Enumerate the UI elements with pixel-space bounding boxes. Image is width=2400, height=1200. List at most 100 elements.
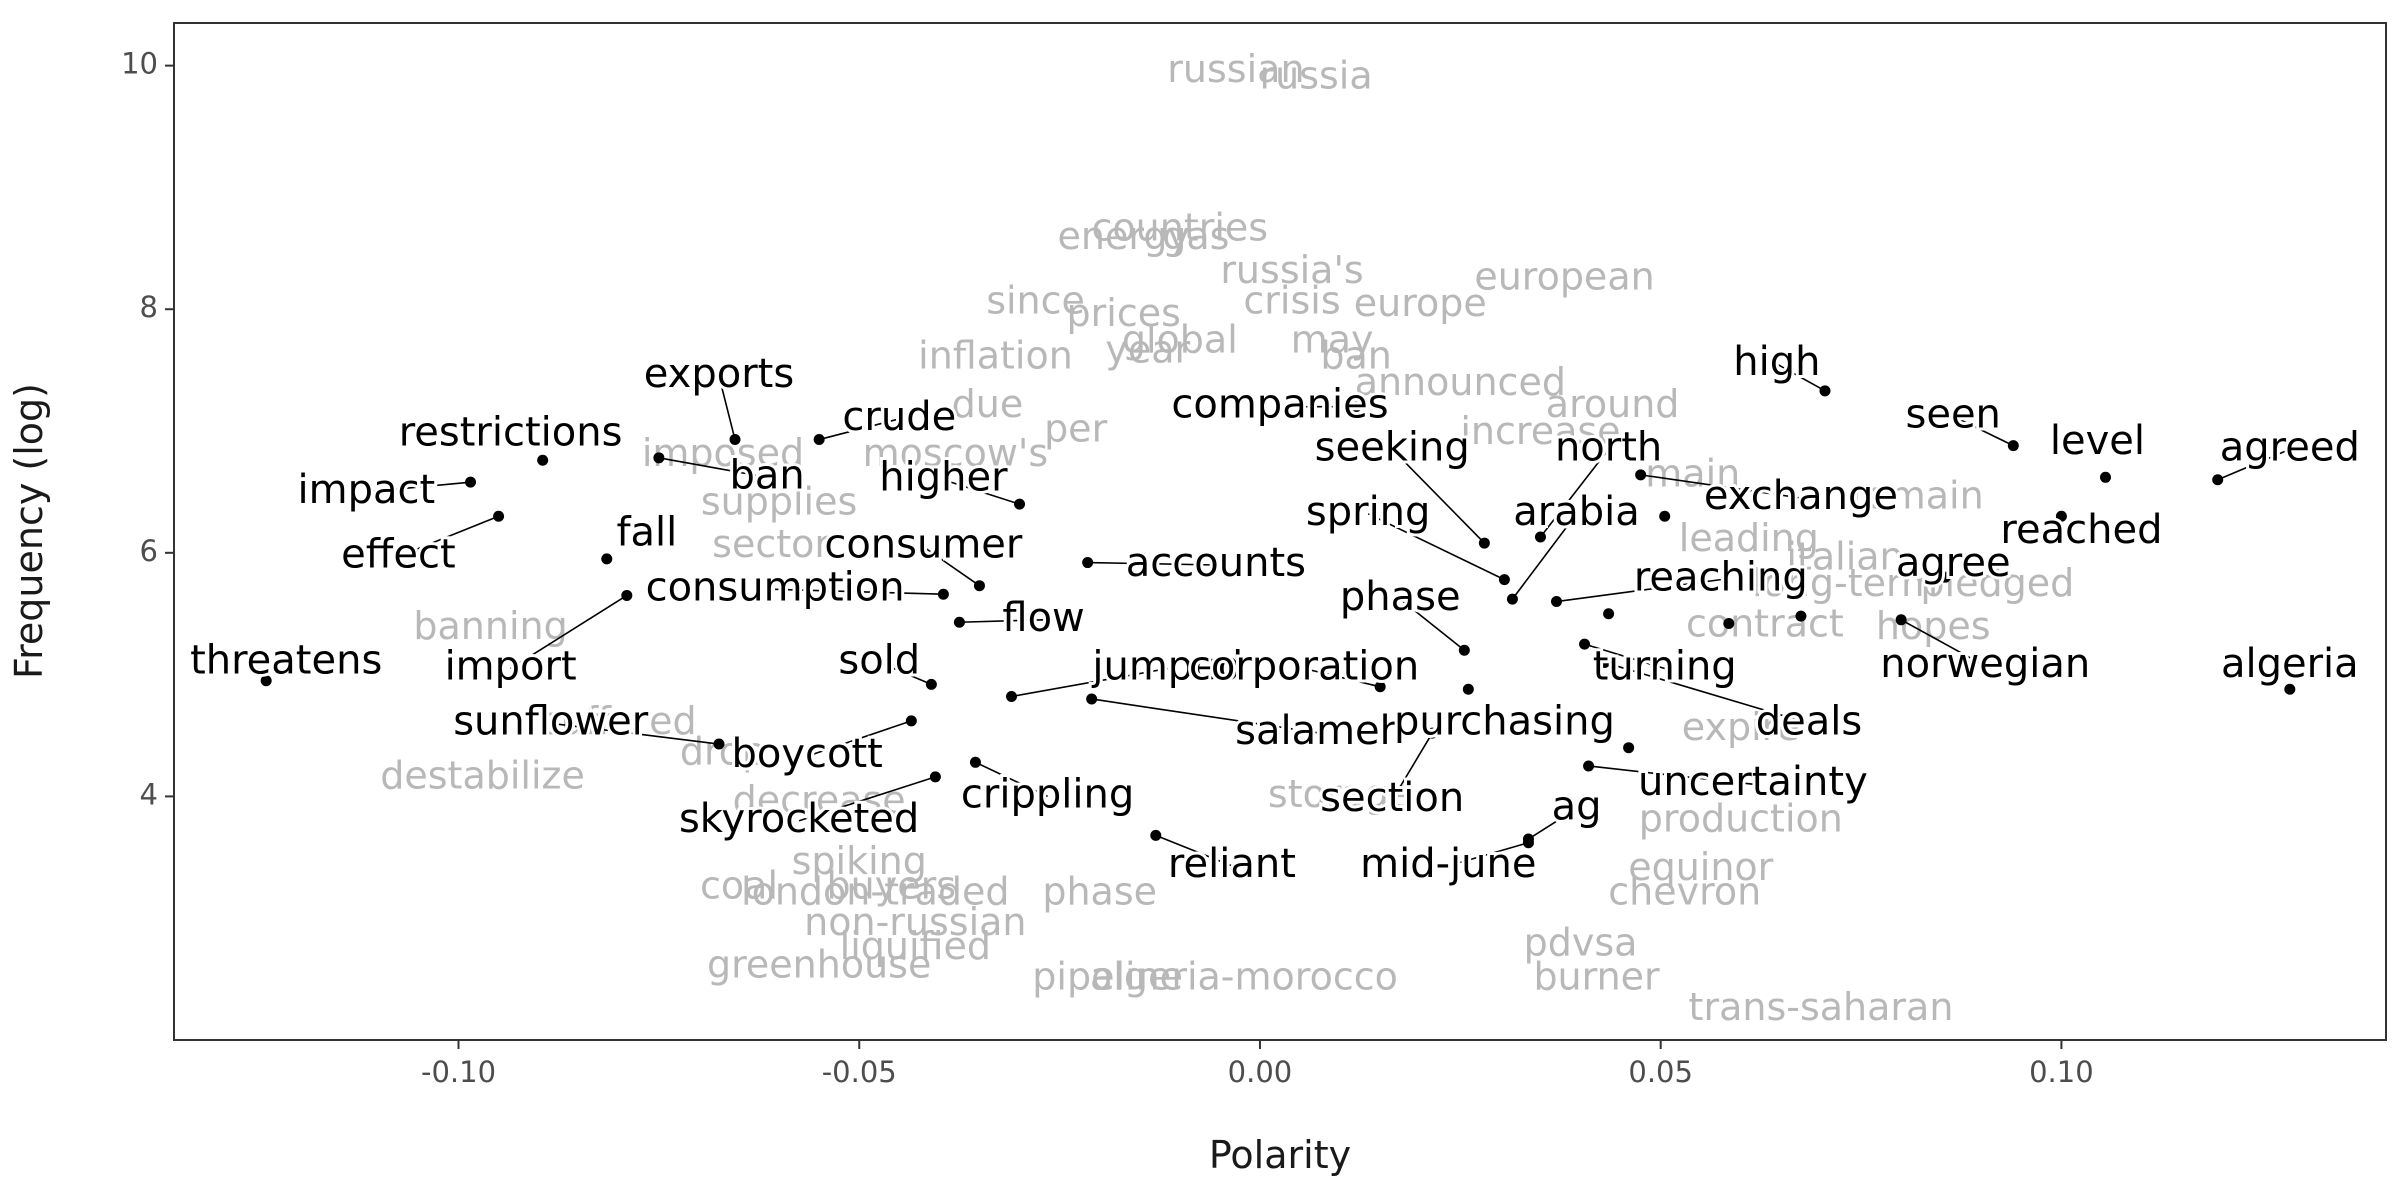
- point-seeking-29: [1478, 537, 1490, 549]
- background-word-drop-36: drop: [680, 729, 766, 773]
- point-label-exchange-33: exchange: [1704, 473, 1898, 519]
- point-label-restrictions-4: restrictions: [399, 410, 623, 456]
- point-label-reaching-34: reaching: [1634, 555, 1808, 601]
- point-label-spring-30: spring: [1306, 489, 1431, 535]
- point-label-norwegian-44: norwegian: [1880, 641, 2090, 687]
- point-fall-5: [601, 553, 613, 565]
- background-word-countries-2: countries: [1092, 206, 1269, 250]
- leader-line-agreed-41: [2217, 448, 2291, 481]
- background-word-per-19: per: [1044, 407, 1108, 451]
- point-label-level-40: level: [2050, 418, 2145, 464]
- point-label-corporation-23: corporation: [1189, 644, 1419, 690]
- point-ban-6: [653, 452, 665, 464]
- background-word-london-traded-41: london-traded: [741, 869, 1010, 913]
- background-word-italian-26: italian: [1786, 534, 1903, 578]
- leader-line-seeking-29: [1391, 448, 1485, 544]
- leader-line-norwegian-44: [1900, 619, 1986, 667]
- leader-line-consumer-11: [922, 546, 980, 587]
- leader-line-turning-35: [1584, 643, 1665, 670]
- background-word-increase-22: increase: [1460, 409, 1620, 453]
- point-contract-49: [1723, 617, 1735, 629]
- point-label-crippling-17: crippling: [961, 771, 1134, 817]
- background-word-long-term-28: long-term: [1752, 561, 1938, 605]
- background-word-sector-33: sector: [712, 522, 830, 566]
- point-exchange-40: [1659, 510, 1671, 522]
- point-label-sunflower-9: sunflower: [453, 698, 649, 744]
- background-word-pdvsa-48: pdvsa: [1524, 920, 1638, 964]
- point-label-exports-7: exports: [644, 351, 794, 397]
- leader-line-high-38: [1776, 363, 1826, 392]
- point-companies-22: [1350, 401, 1362, 413]
- leader-line-impact-2: [366, 481, 471, 493]
- point-seen-42: [2007, 440, 2019, 452]
- point-section-26: [1426, 727, 1438, 739]
- leader-line-ag-27: [1528, 807, 1577, 840]
- background-word-expire-54: expire: [1682, 705, 1800, 749]
- background-word-non-russian-43: non-russian: [804, 900, 1026, 944]
- leader-line-import-1: [510, 594, 628, 670]
- point-arabia-31: [1506, 593, 1518, 605]
- point-higher-13: [1014, 498, 1026, 510]
- background-word-since-7: since: [986, 279, 1085, 323]
- point-label-high-38: high: [1733, 339, 1820, 385]
- leader-line-higher-13: [943, 478, 1020, 505]
- background-word-imposed-21: imposed: [642, 431, 804, 475]
- point-exchange-33: [1635, 469, 1647, 481]
- background-word-destabilize-35: destabilize: [380, 754, 585, 798]
- background-word-pledged-27: pledged: [1920, 561, 2074, 605]
- background-word-energy-3: energy: [1058, 214, 1190, 258]
- leader-line-corporation-23: [1303, 667, 1381, 688]
- point-label-section-26: section: [1320, 775, 1464, 821]
- background-word-coal-39: coal: [700, 863, 778, 907]
- point-label-accounts-20: accounts: [1126, 540, 1306, 586]
- background-word-hopes-30: hopes: [1876, 604, 1991, 648]
- background-word-liquified-44: liquified: [840, 924, 991, 968]
- point-reaching-39: [1603, 608, 1615, 620]
- point-restrictions-4: [537, 454, 549, 466]
- background-word-prices-10: prices: [1067, 291, 1181, 335]
- point-reaching-34: [1551, 596, 1562, 608]
- point-label-threatens-0: threatens: [190, 637, 382, 683]
- background-word-banning-31: banning: [413, 604, 567, 648]
- point-labels-layer: threatens import impact effect restrictions f…: [187, 336, 2363, 890]
- point-label-mid-june-28: mid-june: [1360, 841, 1536, 887]
- leader-line-section-26: [1391, 732, 1433, 801]
- background-word-russia-1: russia: [1259, 53, 1372, 97]
- point-label-algeria-45: algeria: [2221, 641, 2359, 687]
- point-deals-36: [1599, 656, 1611, 668]
- plot-panel: [173, 22, 2387, 1041]
- point-uncertainty-38: [1623, 742, 1635, 754]
- point-crude-8: [813, 434, 825, 446]
- leader-line-north-32: [1539, 448, 1610, 538]
- background-word-main-23: main: [1645, 452, 1740, 496]
- background-word-contract-29: contract: [1686, 601, 1844, 645]
- point-consumer-11: [973, 580, 985, 592]
- background-word-production-53: production: [1639, 796, 1843, 840]
- point-flow-12: [953, 616, 965, 628]
- leader-line-deals-36: [1604, 661, 1810, 725]
- background-word-gas-4: gas: [1162, 214, 1229, 258]
- y-axis-ticks: 4 6 8 10: [121, 47, 174, 811]
- point-label-seen-39: seen: [1906, 391, 2001, 437]
- point-label-boycott-15: boycott: [731, 731, 882, 777]
- point-impact-2: [465, 476, 477, 488]
- point-algeria-48: [2284, 683, 2296, 695]
- background-word-spiking-38: spiking: [792, 839, 927, 883]
- y-tick-label-0: 4: [140, 777, 158, 811]
- y-tick-label-3: 10: [121, 47, 158, 81]
- point-label-higher-13: higher: [879, 455, 1008, 501]
- leader-line-exchange-33: [1640, 474, 1802, 499]
- point-turning-35: [1579, 638, 1591, 650]
- points-layer: [260, 385, 2296, 849]
- background-word-inflation-15: inflation: [918, 333, 1073, 377]
- point-label-reached-42: reached: [2000, 507, 2162, 553]
- background-word-russia-s-5: russia's: [1220, 248, 1363, 292]
- point-label-sold-14: sold: [838, 637, 920, 683]
- leader-line-uncertainty-37: [1588, 765, 1753, 786]
- background-word-around-17: around: [1546, 382, 1680, 426]
- leader-line-jumped-18: [1011, 667, 1168, 698]
- point-label-turning-35: turning: [1593, 644, 1737, 690]
- x-tick-label-4: 0.10: [2029, 1055, 2094, 1089]
- point-label-deals-36: deals: [1756, 698, 1862, 744]
